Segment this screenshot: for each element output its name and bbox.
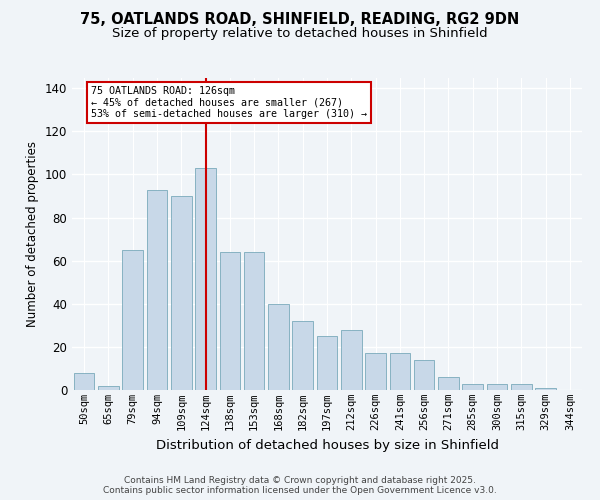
Bar [463,384,483,390]
Bar [268,304,289,390]
Text: 75 OATLANDS ROAD: 126sqm
← 45% of detached houses are smaller (267)
53% of semi-: 75 OATLANDS ROAD: 126sqm ← 45% of detach… [91,86,367,120]
Bar [365,354,386,390]
Bar [146,190,167,390]
Bar [438,377,459,390]
X-axis label: Distribution of detached houses by size in Shinfield: Distribution of detached houses by size … [155,438,499,452]
Bar [511,384,532,390]
Bar [74,373,94,390]
Bar [389,354,410,390]
Bar [244,252,265,390]
Bar [535,388,556,390]
Bar [341,330,362,390]
Bar [317,336,337,390]
Bar [171,196,191,390]
Bar [195,168,216,390]
Bar [292,321,313,390]
Bar [414,360,434,390]
Bar [487,384,508,390]
Bar [122,250,143,390]
Bar [98,386,119,390]
Text: Size of property relative to detached houses in Shinfield: Size of property relative to detached ho… [112,28,488,40]
Text: 75, OATLANDS ROAD, SHINFIELD, READING, RG2 9DN: 75, OATLANDS ROAD, SHINFIELD, READING, R… [80,12,520,28]
Y-axis label: Number of detached properties: Number of detached properties [26,141,39,327]
Text: Contains HM Land Registry data © Crown copyright and database right 2025.
Contai: Contains HM Land Registry data © Crown c… [103,476,497,495]
Bar [220,252,240,390]
